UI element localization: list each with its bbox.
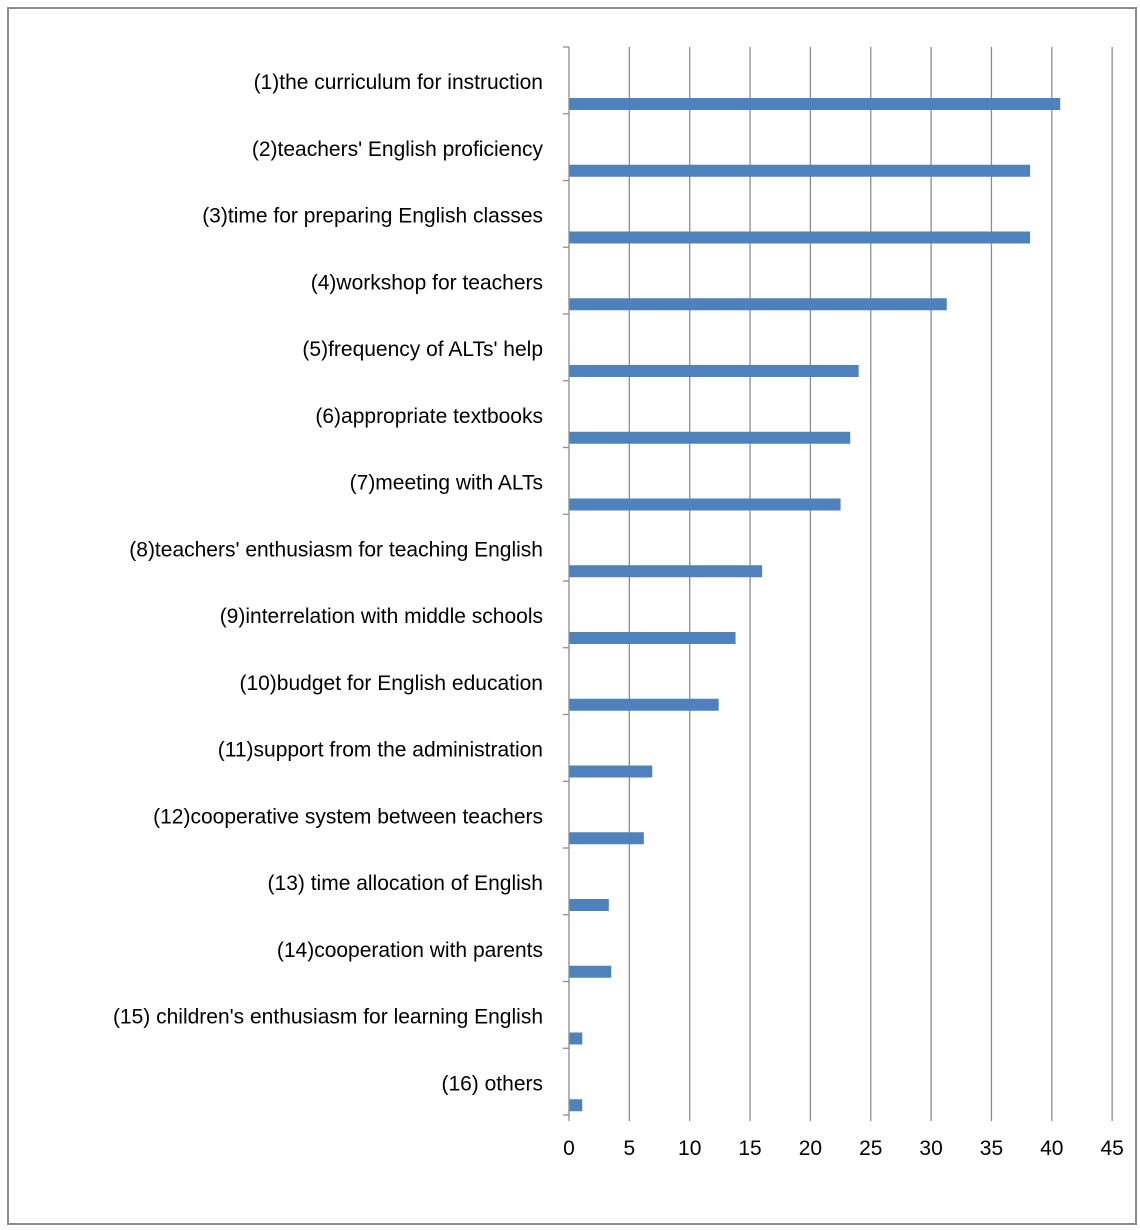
chart-frame: (1)the curriculum for instruction (2)teac… [7, 7, 1137, 1225]
bar-11 [569, 765, 653, 778]
bar-10 [569, 698, 719, 711]
x-tick-label-20: 20 [799, 1137, 822, 1160]
x-tick-label-5: 5 [624, 1137, 636, 1160]
tick-labels: 0 5 10 15 20 25 30 35 40 45 [563, 1137, 1124, 1160]
category-label-15: (15) children's enthusiasm for learning … [113, 1006, 543, 1029]
bar-3 [569, 231, 1031, 244]
category-label-4: (4)workshop for teachers [311, 271, 543, 294]
bar-5 [569, 365, 859, 377]
bar-2 [569, 164, 1031, 177]
category-label-13: (13) time allocation of English [268, 872, 543, 895]
bar-14 [569, 965, 612, 978]
category-label-1: (1)the curriculum for instruction [254, 71, 543, 94]
bar-chart: (1)the curriculum for instruction (2)teac… [113, 46, 1124, 1160]
x-tick-label-40: 40 [1040, 1137, 1063, 1160]
x-tick-label-15: 15 [738, 1137, 761, 1160]
bars [569, 98, 1061, 1112]
x-tick-label-0: 0 [563, 1137, 575, 1160]
axes [563, 46, 1113, 1121]
category-label-5: (5)frequency of ALTs' help [302, 338, 543, 361]
category-label-7: (7)meeting with ALTs [350, 472, 543, 495]
bar-16 [569, 1099, 583, 1112]
bar-6 [569, 431, 851, 444]
bar-12 [569, 832, 644, 845]
category-label-2: (2)teachers' English proficiency [252, 138, 544, 161]
bar-8 [569, 565, 763, 578]
category-label-6: (6)appropriate textbooks [315, 405, 543, 428]
x-tick-label-10: 10 [678, 1137, 701, 1160]
bar-1 [569, 98, 1061, 110]
bar-4 [569, 298, 947, 311]
bar-9 [569, 632, 736, 644]
bar-7 [569, 498, 841, 511]
category-label-16: (16) others [441, 1072, 543, 1095]
x-tick-label-35: 35 [980, 1137, 1003, 1160]
gridlines [628, 47, 1113, 1115]
bar-15 [569, 1032, 583, 1045]
category-label-11: (11)support from the administration [218, 739, 543, 762]
category-label-9: (9)interrelation with middle schools [220, 605, 543, 628]
category-label-8: (8)teachers' enthusiasm for teaching Eng… [129, 538, 543, 561]
category-label-12: (12)cooperative system between teachers [153, 805, 543, 828]
x-tick-label-45: 45 [1100, 1137, 1123, 1160]
category-labels: (1)the curriculum for instruction (2)teac… [113, 71, 544, 1095]
category-label-10: (10)budget for English education [239, 672, 543, 695]
category-label-14: (14)cooperation with parents [277, 939, 543, 962]
x-tick-label-30: 30 [919, 1137, 942, 1160]
x-tick-label-25: 25 [859, 1137, 882, 1160]
bar-13 [569, 899, 609, 911]
category-label-3: (3)time for preparing English classes [202, 205, 543, 228]
